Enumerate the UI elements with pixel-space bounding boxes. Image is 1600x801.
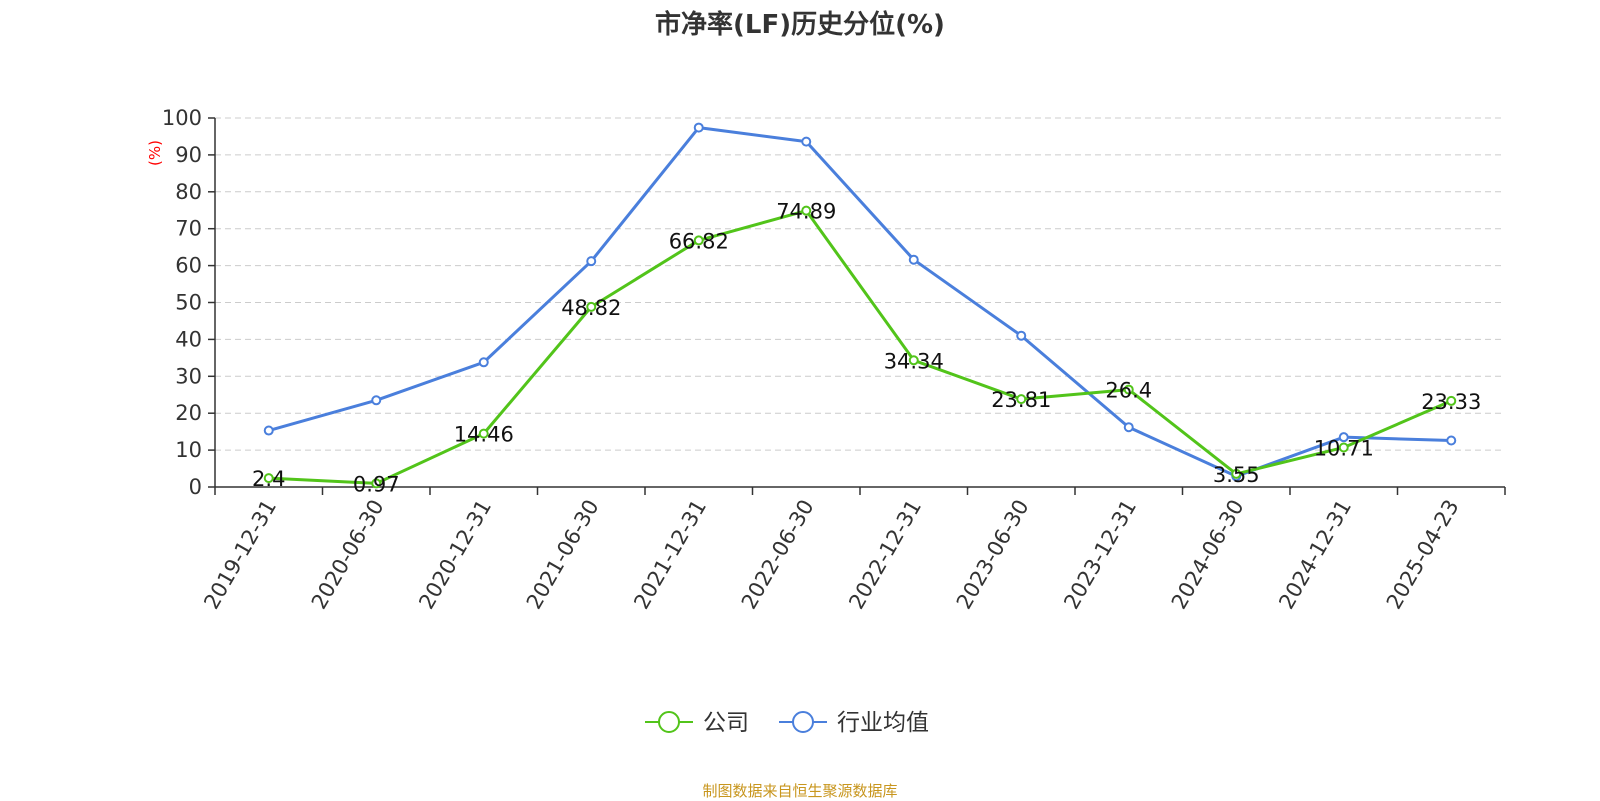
y-tick-label: 40	[175, 327, 202, 351]
y-tick-label: 80	[175, 180, 202, 204]
data-label: 34.34	[884, 349, 944, 373]
data-point	[586, 256, 597, 267]
x-tick-label: 2023-12-31	[1059, 496, 1141, 614]
data-point	[586, 301, 597, 312]
y-tick-label: 10	[175, 438, 202, 462]
data-point	[1123, 384, 1134, 395]
data-point	[371, 478, 382, 489]
data-point	[801, 136, 812, 147]
data-label: 66.82	[669, 229, 729, 253]
data-label: 23.33	[1421, 390, 1481, 414]
data-point	[371, 395, 382, 406]
data-label: 26.4	[1105, 379, 1152, 403]
y-tick-label: 100	[162, 106, 202, 130]
data-point	[263, 425, 274, 436]
data-point	[693, 235, 704, 246]
data-label: 23.81	[991, 388, 1051, 412]
data-point	[1446, 395, 1457, 406]
x-tick-label: 2020-12-31	[414, 496, 496, 614]
legend-label: 行业均值	[837, 710, 929, 736]
data-point	[1338, 442, 1349, 453]
data-label: 3.55	[1213, 463, 1260, 487]
y-tick-label: 50	[175, 291, 202, 315]
data-label: 10.71	[1314, 436, 1374, 460]
legend-label: 公司	[703, 710, 749, 736]
y-tick-label: 70	[175, 217, 202, 241]
x-tick-label: 2021-06-30	[522, 496, 604, 614]
legend-marker	[792, 711, 814, 733]
data-source-note: 制图数据来自恒生聚源数据库	[702, 782, 898, 800]
x-tick-label: 2025-04-23	[1382, 496, 1464, 614]
data-label: 48.82	[561, 296, 621, 320]
y-tick-label: 60	[175, 254, 202, 278]
data-label: 2.4	[252, 467, 285, 491]
data-point	[478, 428, 489, 439]
data-point	[1446, 435, 1457, 446]
x-tick-label: 2020-06-30	[307, 496, 389, 614]
legend-marker	[658, 711, 680, 733]
data-point	[1231, 468, 1242, 479]
data-label: 14.46	[454, 423, 514, 447]
data-point	[1338, 432, 1349, 443]
x-tick-label: 2022-06-30	[737, 496, 819, 614]
y-tick-label: 20	[175, 401, 202, 425]
data-point	[908, 355, 919, 366]
series-line	[268, 209, 1452, 485]
y-tick-label: 90	[175, 143, 202, 167]
data-point	[693, 122, 704, 133]
x-tick-label: 2019-12-31	[199, 496, 281, 614]
x-tick-label: 2024-06-30	[1167, 496, 1249, 614]
data-point	[478, 357, 489, 368]
y-tick-label: 0	[189, 475, 202, 499]
x-tick-label: 2024-12-31	[1274, 496, 1356, 614]
y-tick-label: 30	[175, 364, 202, 388]
data-point	[1016, 394, 1027, 405]
data-point	[908, 254, 919, 265]
data-point	[263, 473, 274, 484]
chart-title: 市净率(LF)历史分位(%)	[655, 10, 945, 40]
data-point	[1016, 330, 1027, 341]
series-line	[268, 126, 1452, 478]
data-point	[801, 205, 812, 216]
x-tick-label: 2021-12-31	[629, 496, 711, 614]
x-tick-label: 2023-06-30	[952, 496, 1034, 614]
data-label: 74.89	[776, 200, 836, 224]
y-axis-unit-label: (%)	[146, 140, 164, 166]
data-point	[1123, 422, 1134, 433]
data-label: 0.97	[353, 472, 400, 496]
x-tick-label: 2022-12-31	[844, 496, 926, 614]
